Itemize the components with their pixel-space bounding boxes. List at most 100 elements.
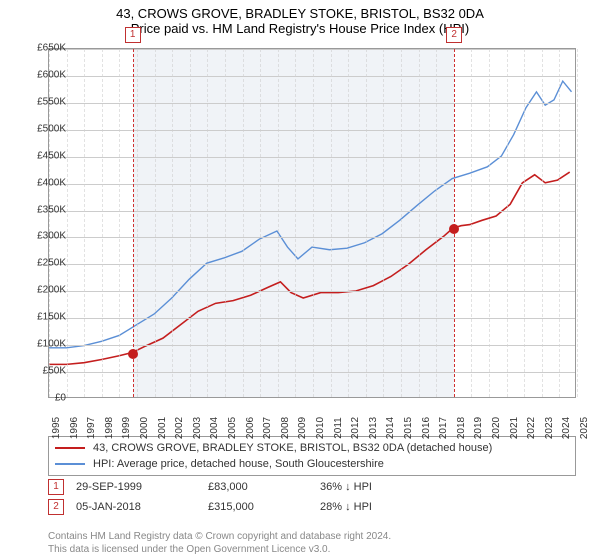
sale-price-2: £315,000 xyxy=(208,501,308,513)
y-axis-label: £0 xyxy=(20,393,66,404)
series-hpi xyxy=(49,81,572,348)
gridline-v xyxy=(190,49,191,397)
y-axis-label: £500K xyxy=(20,123,66,134)
y-axis-label: £150K xyxy=(20,312,66,323)
y-axis-label: £550K xyxy=(20,96,66,107)
x-axis-label: 2005 xyxy=(227,417,238,439)
gridline-v xyxy=(489,49,490,397)
gridline-v xyxy=(260,49,261,397)
gridline-v xyxy=(559,49,560,397)
gridline-v xyxy=(436,49,437,397)
gridline-v xyxy=(366,49,367,397)
gridline-v xyxy=(102,49,103,397)
y-axis-label: £450K xyxy=(20,150,66,161)
gridline-h xyxy=(49,103,575,104)
x-axis-label: 2008 xyxy=(280,417,291,439)
gridline-v xyxy=(471,49,472,397)
gridline-v xyxy=(155,49,156,397)
gridline-h xyxy=(49,211,575,212)
footnote-line1: Contains HM Land Registry data © Crown c… xyxy=(48,530,391,543)
y-axis-label: £350K xyxy=(20,204,66,215)
x-axis-label: 2009 xyxy=(297,417,308,439)
x-axis-label: 2021 xyxy=(509,417,520,439)
x-axis-label: 2001 xyxy=(157,417,168,439)
x-axis-label: 2016 xyxy=(421,417,432,439)
marker-line-1 xyxy=(133,49,134,397)
gridline-v xyxy=(119,49,120,397)
sale-row-1: 1 29-SEP-1999 £83,000 36% ↓ HPI xyxy=(48,477,576,497)
x-axis-label: 2014 xyxy=(385,417,396,439)
gridline-v xyxy=(524,49,525,397)
gridline-v xyxy=(383,49,384,397)
x-axis-label: 1999 xyxy=(121,417,132,439)
marker-box-2: 2 xyxy=(446,27,462,43)
gridline-v xyxy=(207,49,208,397)
x-axis-label: 1998 xyxy=(104,417,115,439)
sale-dot-1 xyxy=(128,349,138,359)
legend-label-price-paid: 43, CROWS GROVE, BRADLEY STOKE, BRISTOL,… xyxy=(93,440,492,456)
gridline-h xyxy=(49,372,575,373)
sale-date-2: 05-JAN-2018 xyxy=(76,501,196,513)
x-axis-label: 2002 xyxy=(174,417,185,439)
y-axis-label: £600K xyxy=(20,69,66,80)
gridline-v xyxy=(172,49,173,397)
title-block: 43, CROWS GROVE, BRADLEY STOKE, BRISTOL,… xyxy=(0,0,600,36)
title-address: 43, CROWS GROVE, BRADLEY STOKE, BRISTOL,… xyxy=(0,6,600,21)
x-axis-label: 2013 xyxy=(368,417,379,439)
gridline-v xyxy=(331,49,332,397)
chart-container: 43, CROWS GROVE, BRADLEY STOKE, BRISTOL,… xyxy=(0,0,600,560)
x-axis-label: 2000 xyxy=(139,417,150,439)
sale-marker-2: 2 xyxy=(48,499,64,515)
sale-hpi-2: 28% ↓ HPI xyxy=(320,501,440,513)
gridline-h xyxy=(49,237,575,238)
x-axis-label: 2003 xyxy=(192,417,203,439)
footnote-line2: This data is licensed under the Open Gov… xyxy=(48,543,391,556)
y-axis-label: £200K xyxy=(20,285,66,296)
sale-hpi-1: 36% ↓ HPI xyxy=(320,481,440,493)
gridline-h xyxy=(49,345,575,346)
x-axis-label: 2023 xyxy=(544,417,555,439)
title-subtitle: Price paid vs. HM Land Registry's House … xyxy=(0,21,600,36)
series-price_paid xyxy=(49,172,570,364)
gridline-v xyxy=(243,49,244,397)
y-axis-label: £50K xyxy=(20,366,66,377)
y-axis-label: £250K xyxy=(20,258,66,269)
gridline-h xyxy=(49,184,575,185)
gridline-h xyxy=(49,76,575,77)
x-axis-label: 2024 xyxy=(561,417,572,439)
legend-row-price-paid: 43, CROWS GROVE, BRADLEY STOKE, BRISTOL,… xyxy=(55,440,569,456)
gridline-h xyxy=(49,49,575,50)
marker-line-2 xyxy=(454,49,455,397)
x-axis-label: 2006 xyxy=(245,417,256,439)
gridline-v xyxy=(577,49,578,397)
gridline-h xyxy=(49,157,575,158)
gridline-h xyxy=(49,318,575,319)
sale-date-1: 29-SEP-1999 xyxy=(76,481,196,493)
x-axis-label: 2015 xyxy=(403,417,414,439)
gridline-v xyxy=(348,49,349,397)
x-axis-label: 2019 xyxy=(473,417,484,439)
legend-swatch-hpi xyxy=(55,463,85,465)
x-axis-label: 1997 xyxy=(86,417,97,439)
gridline-v xyxy=(313,49,314,397)
sale-dot-2 xyxy=(449,224,459,234)
gridline-v xyxy=(278,49,279,397)
gridline-h xyxy=(49,291,575,292)
x-axis-label: 2007 xyxy=(262,417,273,439)
y-axis-label: £400K xyxy=(20,177,66,188)
x-axis-label: 2010 xyxy=(315,417,326,439)
gridline-v xyxy=(542,49,543,397)
y-axis-label: £100K xyxy=(20,339,66,350)
gridline-h xyxy=(49,264,575,265)
x-axis-label: 2020 xyxy=(491,417,502,439)
gridline-v xyxy=(84,49,85,397)
gridline-v xyxy=(419,49,420,397)
gridline-v xyxy=(295,49,296,397)
x-axis-label: 2018 xyxy=(456,417,467,439)
gridline-v xyxy=(401,49,402,397)
gridline-v xyxy=(225,49,226,397)
marker-box-1: 1 xyxy=(125,27,141,43)
gridline-v xyxy=(507,49,508,397)
footnote: Contains HM Land Registry data © Crown c… xyxy=(48,530,391,556)
gridline-h xyxy=(49,130,575,131)
